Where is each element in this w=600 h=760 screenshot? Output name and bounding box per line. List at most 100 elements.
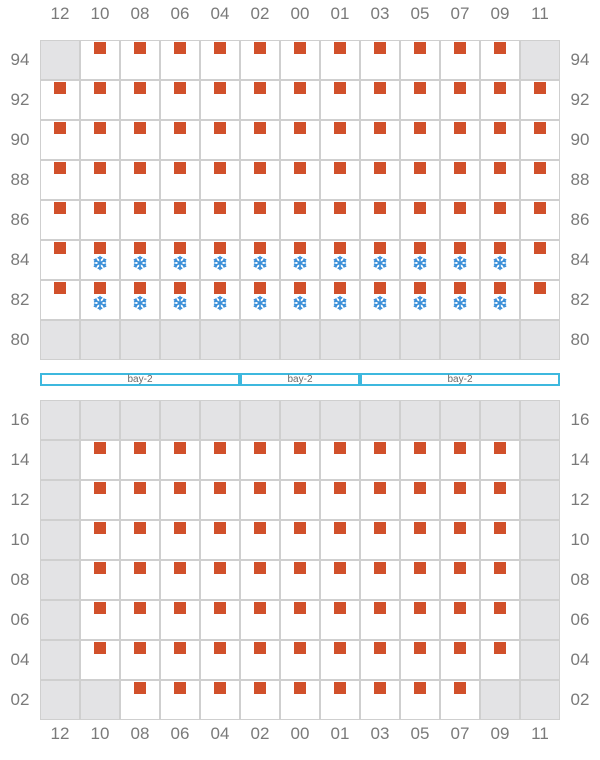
container-marker [414, 242, 426, 254]
container-marker [134, 682, 146, 694]
container-marker [134, 562, 146, 574]
container-marker [174, 482, 186, 494]
snowflake-icon [292, 255, 308, 271]
bottom-col-label-00: 00 [290, 724, 310, 743]
container-marker [174, 122, 186, 134]
deck-slot-80-02 [240, 320, 280, 360]
container-marker [454, 282, 466, 294]
container-marker [334, 442, 346, 454]
container-marker [454, 42, 466, 54]
deck-tier-label-left-86: 86 [10, 210, 30, 229]
container-marker [334, 242, 346, 254]
deck-slot-80-01 [320, 320, 360, 360]
container-marker [174, 522, 186, 534]
hold-slot-14-11 [520, 440, 560, 480]
container-marker [134, 642, 146, 654]
container-marker [374, 482, 386, 494]
deck-slot-86-08[interactable] [120, 200, 160, 240]
container-marker [54, 282, 66, 294]
hold-tier-label-right-04: 04 [570, 650, 590, 669]
container-marker [414, 562, 426, 574]
hold-slot-06-01[interactable] [320, 600, 360, 640]
container-marker [534, 202, 546, 214]
deck-slot-86-05[interactable] [400, 200, 440, 240]
container-marker [214, 202, 226, 214]
deck-slot-88-01[interactable] [320, 160, 360, 200]
container-marker [294, 82, 306, 94]
container-marker [54, 122, 66, 134]
container-marker [94, 522, 106, 534]
hold-slot-06-05[interactable] [400, 600, 440, 640]
container-marker [334, 162, 346, 174]
container-marker [414, 122, 426, 134]
hold-slot-14-10[interactable] [80, 440, 120, 480]
snowflake-icon [332, 295, 348, 311]
deck-slot-80-03 [360, 320, 400, 360]
container-marker [534, 162, 546, 174]
bottom-col-label-02: 02 [250, 724, 270, 743]
container-marker [454, 162, 466, 174]
container-marker [494, 202, 506, 214]
container-marker [414, 282, 426, 294]
deck-slot-80-08 [120, 320, 160, 360]
deck-tier-label-left-80: 80 [10, 330, 30, 349]
container-marker [414, 42, 426, 54]
deck-slot-80-09 [480, 320, 520, 360]
top-col-label-11: 11 [531, 4, 549, 23]
container-marker [374, 82, 386, 94]
hold-slot-08-02[interactable] [240, 560, 280, 600]
hold-slot-10-11 [520, 520, 560, 560]
container-marker [94, 122, 106, 134]
container-marker [94, 162, 106, 174]
container-marker [294, 122, 306, 134]
container-marker [214, 642, 226, 654]
hold-slot-06-00[interactable] [280, 600, 320, 640]
deck-slot-88-00[interactable] [280, 160, 320, 200]
hold-slot-04-02[interactable] [240, 640, 280, 680]
snowflake-icon [452, 295, 468, 311]
container-marker [174, 602, 186, 614]
hold-slot-12-05[interactable] [400, 480, 440, 520]
container-marker [254, 82, 266, 94]
hold-slot-12-12 [40, 480, 80, 520]
container-marker [94, 202, 106, 214]
hold-tier-label-left-12: 12 [10, 490, 30, 509]
hold-slot-02-02[interactable] [240, 680, 280, 720]
deck-slot-94-06[interactable] [160, 40, 200, 80]
hold-slot-08-10[interactable] [80, 560, 120, 600]
container-marker [414, 202, 426, 214]
top-col-label-03: 03 [370, 4, 390, 23]
container-marker [134, 42, 146, 54]
deck-slot-80-04 [200, 320, 240, 360]
container-marker [414, 162, 426, 174]
container-marker [214, 162, 226, 174]
hold-slot-04-11 [520, 640, 560, 680]
deck-slot-80-11 [520, 320, 560, 360]
bottom-col-label-12: 12 [50, 724, 70, 743]
container-marker [174, 42, 186, 54]
container-marker [54, 82, 66, 94]
container-marker [374, 162, 386, 174]
hold-slot-16-12 [40, 400, 80, 440]
snowflake-icon [92, 255, 108, 271]
container-marker [174, 442, 186, 454]
hold-slot-02-12 [40, 680, 80, 720]
container-marker [214, 42, 226, 54]
hold-slot-08-04[interactable] [200, 560, 240, 600]
bottom-col-label-08: 08 [130, 724, 150, 743]
hold-slot-04-03[interactable] [360, 640, 400, 680]
container-marker [414, 602, 426, 614]
deck-slot-86-01[interactable] [320, 200, 360, 240]
container-marker [94, 282, 106, 294]
hold-slot-08-01[interactable] [320, 560, 360, 600]
container-marker [214, 82, 226, 94]
top-col-label-09: 09 [490, 4, 510, 23]
snowflake-icon [372, 255, 388, 271]
hold-slot-14-00[interactable] [280, 440, 320, 480]
top-col-label-04: 04 [210, 4, 230, 23]
container-marker [334, 682, 346, 694]
hold-slot-06-06[interactable] [160, 600, 200, 640]
hold-slot-04-08[interactable] [120, 640, 160, 680]
top-col-label-12: 12 [50, 4, 70, 23]
bay-label-2: bay-2 [360, 373, 560, 386]
